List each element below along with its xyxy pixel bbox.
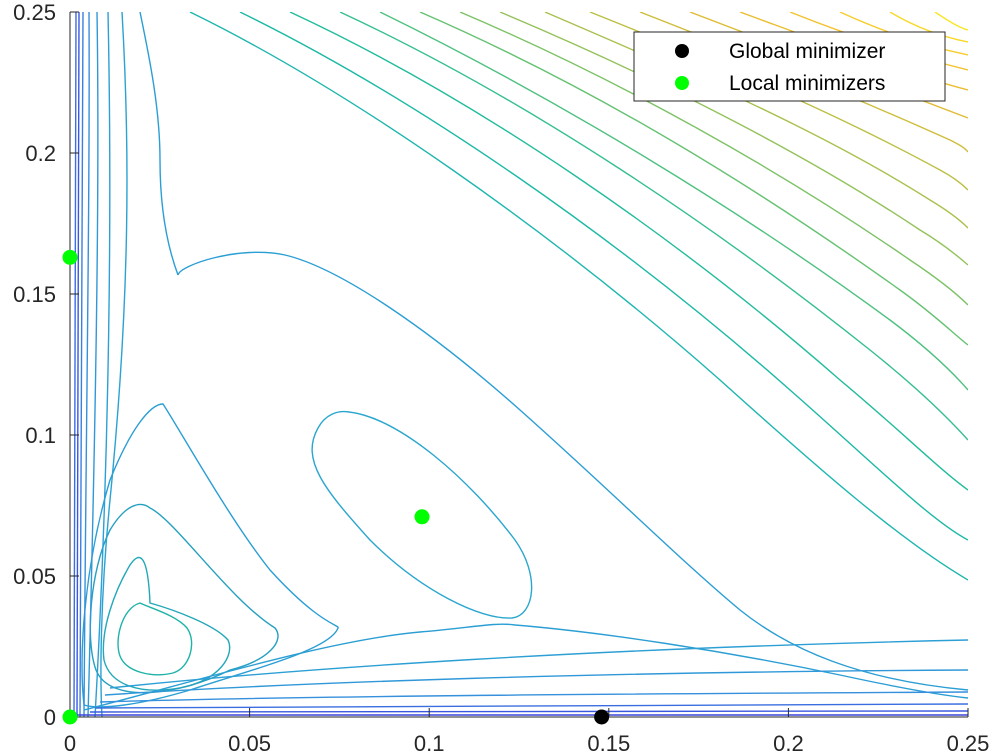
contour-line — [94, 703, 968, 709]
local-minimizer-point — [62, 249, 78, 265]
x-tick-label: 0.05 — [228, 731, 271, 755]
contour-line — [76, 12, 80, 717]
contour-line — [499, 12, 968, 266]
contour-line — [544, 12, 968, 229]
contour-line — [379, 12, 968, 391]
contour-line — [83, 12, 90, 717]
contour-line — [289, 12, 968, 491]
ticks: 0 0.05 0.1 0.15 0.2 0.25 0 0.05 0.1 0.15 0.2 0.25 — [13, 0, 989, 755]
contour-line — [73, 12, 77, 717]
local-minimizer-point — [414, 509, 430, 525]
y-tick-label: 0 — [44, 705, 56, 730]
contour-line — [89, 503, 279, 694]
contour-line — [177, 251, 968, 691]
y-tick-label: 0.2 — [25, 141, 56, 166]
contour-line — [89, 710, 968, 713]
contour-line — [419, 12, 968, 346]
contour-line — [139, 12, 179, 276]
contour-lines — [70, 12, 968, 717]
contour-line — [102, 556, 231, 691]
contour-line — [311, 410, 533, 619]
legend-marker-local — [675, 76, 689, 90]
legend-box — [633, 31, 946, 102]
x-tick-label: 0.15 — [587, 731, 630, 755]
contour-line — [83, 623, 968, 711]
contour-line — [109, 639, 968, 689]
y-tick-label: 0.15 — [13, 282, 56, 307]
legend: Global minimizer Local minimizers — [633, 31, 946, 102]
x-tick-label: 0 — [64, 731, 76, 755]
contour-line — [104, 669, 968, 696]
markers — [62, 249, 610, 725]
axes — [69, 12, 968, 718]
contour-line — [117, 602, 193, 676]
y-tick-label: 0.05 — [13, 564, 56, 589]
y-tick-label: 0.1 — [25, 423, 56, 448]
x-tick-label: 0.25 — [947, 731, 990, 755]
contour-line — [934, 12, 968, 31]
contour-line — [87, 12, 99, 717]
contour-line — [79, 12, 84, 717]
contour-line — [239, 12, 968, 541]
contour-line — [81, 403, 339, 708]
contour-line — [459, 12, 968, 306]
local-minimizer-point — [62, 709, 78, 725]
legend-label-global: Global minimizer — [729, 40, 885, 63]
contour-line — [339, 12, 968, 441]
legend-label-local: Local minimizers — [729, 72, 885, 95]
y-tick-label: 0.25 — [13, 0, 56, 25]
x-tick-label: 0.1 — [414, 731, 445, 755]
legend-marker-global — [675, 44, 689, 58]
contour-line — [189, 12, 968, 581]
contour-line — [99, 691, 968, 703]
global-minimizer-point — [594, 709, 610, 725]
contour-line — [100, 12, 128, 717]
x-tick-label: 0.2 — [773, 731, 804, 755]
contour-line — [94, 12, 111, 717]
